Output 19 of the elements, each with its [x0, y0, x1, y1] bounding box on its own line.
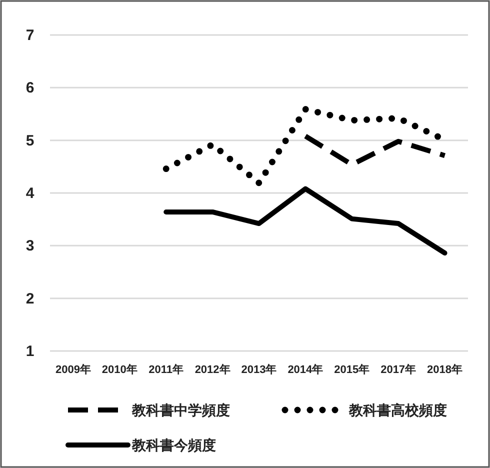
- xtick-label: 2012年: [194, 364, 230, 376]
- legend-label: 教科書高校頻度: [349, 402, 447, 418]
- ytick-label: 5: [26, 132, 34, 150]
- xtick-label: 2013年: [241, 364, 277, 376]
- xtick-label: 2010年: [102, 364, 138, 376]
- xtick-label: 2017年: [380, 364, 416, 376]
- legend-label: 教科書今頻度: [132, 437, 216, 453]
- ytick-label: 4: [26, 185, 34, 202]
- ytick-label: 7: [26, 27, 34, 44]
- xtick-label: 2018年: [427, 364, 463, 376]
- ytick-label: 2: [26, 290, 34, 308]
- xtick-label: 2009年: [55, 364, 91, 376]
- xtick-label: 2015年: [334, 364, 370, 376]
- ytick-label: 3: [26, 238, 34, 255]
- xtick-label: 2014年: [288, 364, 324, 376]
- xtick-label: 2011年: [148, 364, 184, 376]
- legend-label: 教科書中学頻度: [132, 402, 230, 418]
- ytick-label: 1: [26, 343, 34, 360]
- ytick-label: 6: [26, 80, 34, 97]
